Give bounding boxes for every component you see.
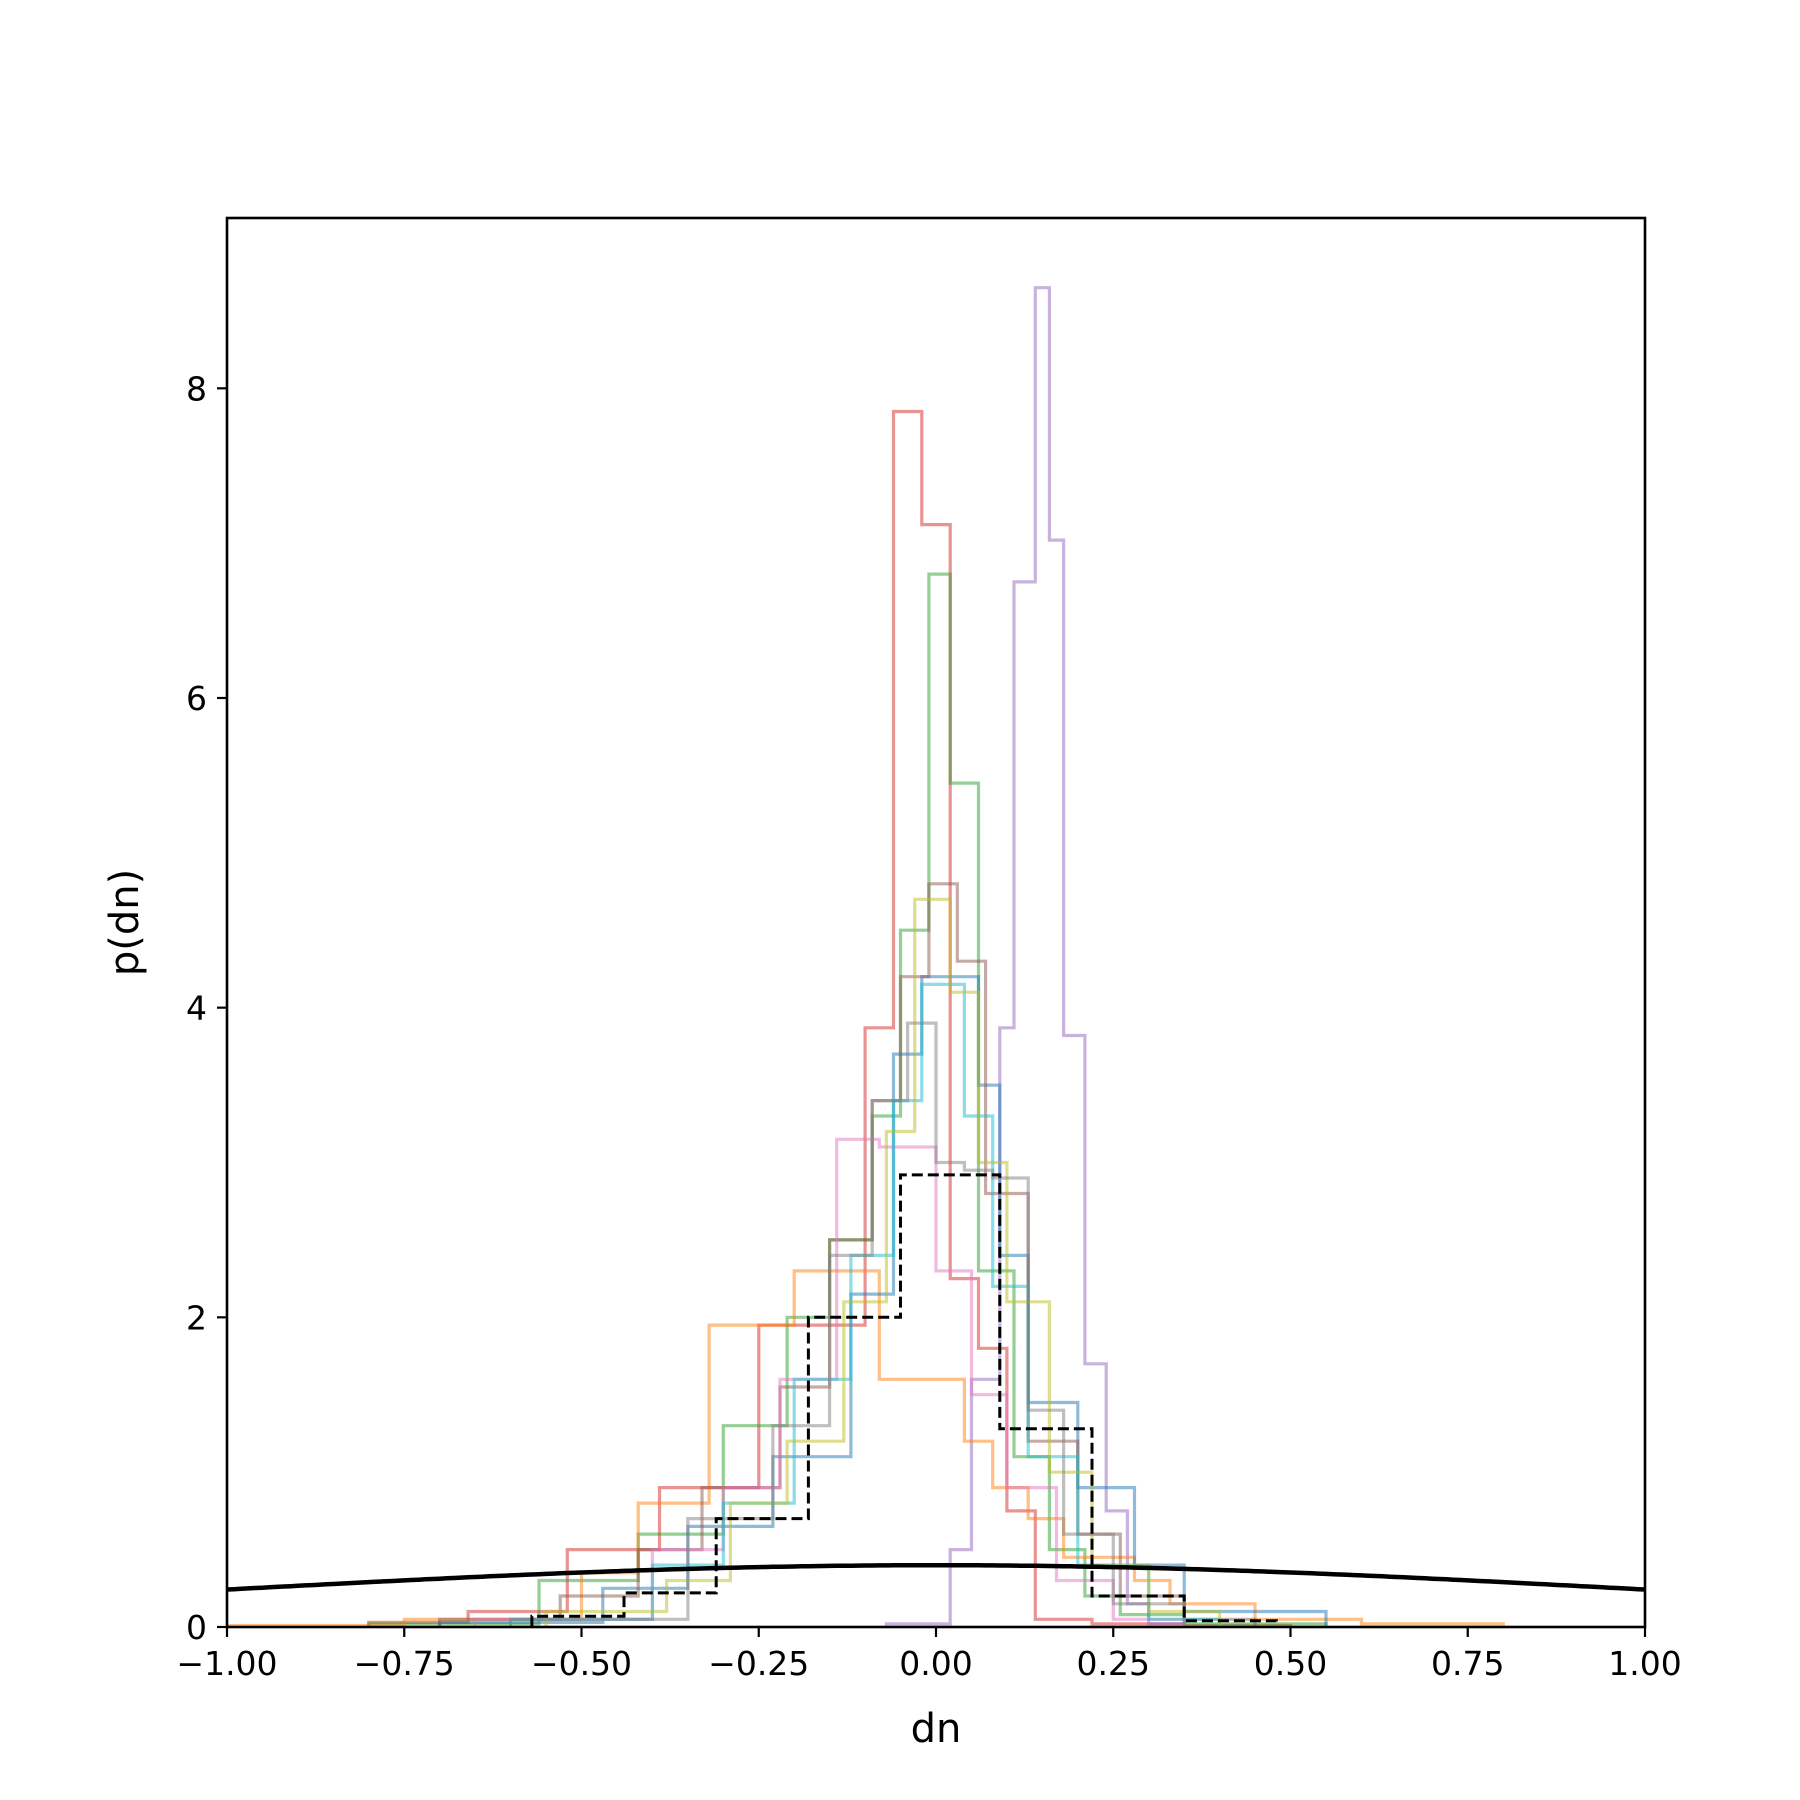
x-tick-label: 0.25 [1077, 1644, 1150, 1683]
y-tick-label: 2 [186, 1298, 207, 1337]
y-tick-label: 6 [186, 679, 207, 718]
histogram-series-7 [473, 1137, 1186, 1627]
y-tick-label: 0 [186, 1608, 207, 1647]
histogram-series-1 [367, 409, 1293, 1627]
histogram-series-2 [884, 286, 1186, 1627]
histogram-series-11 [530, 1173, 1278, 1627]
x-tick-label: 0.00 [899, 1644, 972, 1683]
x-tick-label: −0.25 [708, 1644, 809, 1683]
y-tick-label: 4 [186, 989, 207, 1028]
x-tick-label: 0.75 [1431, 1644, 1504, 1683]
reference-curve [227, 1562, 1645, 1592]
x-tick-label: −1.00 [176, 1644, 277, 1683]
axes: −1.00 −0.75 −0.50 −0.25 0.00 0.25 0.50 0.75 1.00… [176, 216, 1682, 1683]
y-axis-label: p(dn) [102, 869, 148, 976]
plot-area [227, 286, 1645, 1627]
x-tick-label: 1.00 [1608, 1644, 1681, 1683]
y-tick-label: 8 [186, 369, 207, 408]
x-axis-label: dn [911, 1706, 962, 1752]
histogram-series-9 [544, 897, 1222, 1627]
x-tick-label: −0.75 [354, 1644, 455, 1683]
x-tick-label: 0.50 [1254, 1644, 1327, 1683]
histogram-series-8 [509, 982, 1222, 1627]
histogram-series-10 [509, 1021, 1186, 1627]
x-tick-label: −0.50 [531, 1644, 632, 1683]
